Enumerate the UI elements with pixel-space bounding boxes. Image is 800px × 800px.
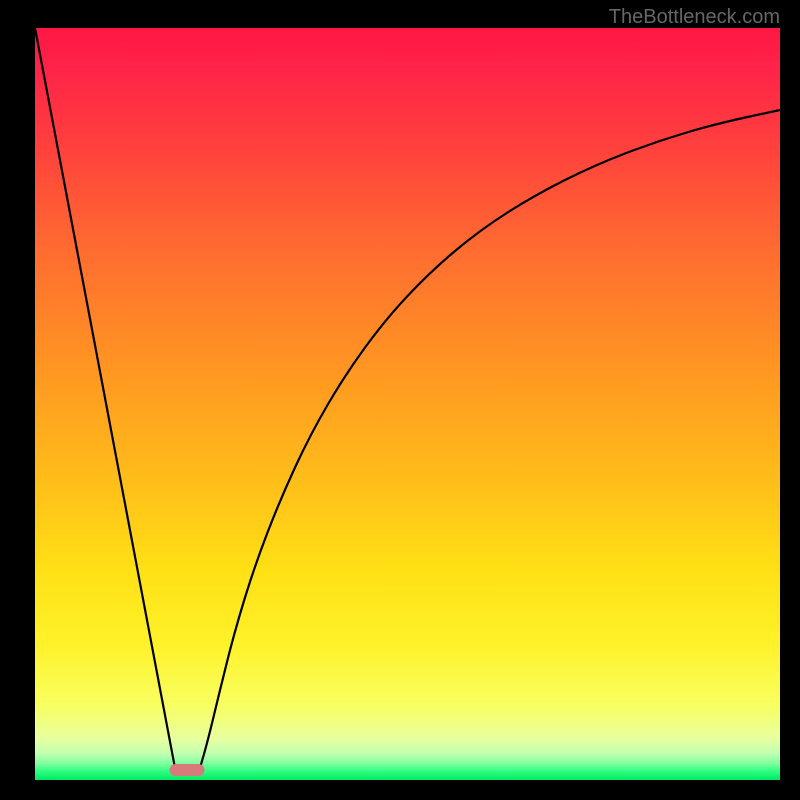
chart-container: TheBottleneck.com bbox=[0, 0, 800, 800]
watermark-text: TheBottleneck.com bbox=[609, 6, 780, 29]
chart-svg bbox=[0, 0, 800, 800]
minimum-marker bbox=[170, 764, 205, 776]
gradient-plot-area bbox=[35, 28, 780, 780]
